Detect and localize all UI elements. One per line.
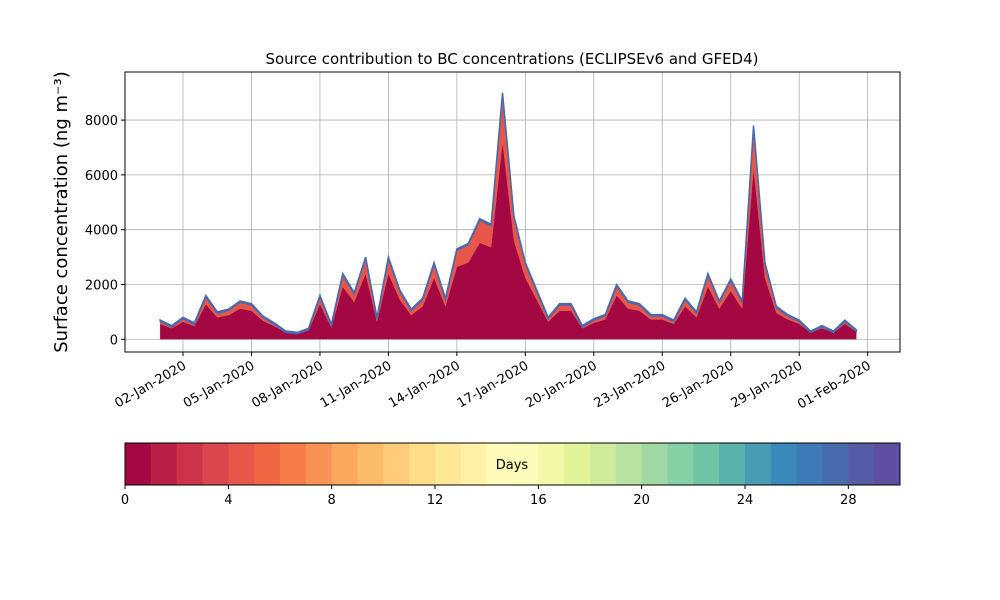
colorbar-cell xyxy=(202,443,229,485)
colorbar-cell xyxy=(693,443,720,485)
colorbar-cell xyxy=(745,443,772,485)
colorbar-label: Days xyxy=(496,458,529,473)
colorbar-cell xyxy=(254,443,281,485)
colorbar-cell xyxy=(667,443,694,485)
x-tick-label: 08-Jan-2020 xyxy=(249,358,326,411)
y-tick-label: 0 xyxy=(110,333,118,348)
colorbar-cell xyxy=(383,443,410,485)
y-tick-label: 8000 xyxy=(85,114,118,129)
colorbar-cell xyxy=(357,443,384,485)
x-tick-label: 11-Jan-2020 xyxy=(318,358,395,411)
y-tick-label: 2000 xyxy=(85,278,118,293)
colorbar-cell xyxy=(770,443,798,485)
chart-title: Source contribution to BC concentrations… xyxy=(265,50,758,68)
x-tick-label: 02-Jan-2020 xyxy=(112,358,189,411)
x-tick-label: 23-Jan-2020 xyxy=(592,358,669,411)
colorbar-cell xyxy=(538,443,565,485)
colorbar-cell xyxy=(615,443,643,485)
colorbar-cell xyxy=(590,443,617,485)
colorbar-tick-label: 28 xyxy=(840,493,857,508)
colorbar-cell xyxy=(822,443,849,485)
x-tick-label: 20-Jan-2020 xyxy=(523,358,600,411)
colorbar-cell xyxy=(331,443,358,485)
colorbar-cell xyxy=(564,443,591,485)
x-tick-label: 05-Jan-2020 xyxy=(181,358,258,411)
area xyxy=(159,92,858,335)
plot-frame xyxy=(124,71,901,353)
colorbar-tick-label: 24 xyxy=(737,493,754,508)
colorbar-cell xyxy=(719,443,746,485)
x-tick-label: 17-Jan-2020 xyxy=(455,358,532,411)
colorbar-cell xyxy=(305,443,333,485)
colorbar-cell xyxy=(228,443,255,485)
x-tick-label: 01-Feb-2020 xyxy=(795,358,874,412)
colorbar-cell xyxy=(486,443,513,485)
x-tick-label: 29-Jan-2020 xyxy=(729,358,806,411)
colorbar-cell xyxy=(125,443,152,485)
colorbar-cell xyxy=(848,443,875,485)
x-tick-label: 14-Jan-2020 xyxy=(386,358,463,411)
colorbar-cell xyxy=(796,443,823,485)
colorbar-tick-label: 16 xyxy=(530,493,547,508)
colorbar-tick-label: 8 xyxy=(328,493,336,508)
colorbar-cell xyxy=(641,443,668,485)
colorbar-cell xyxy=(435,443,462,485)
colorbar-cell xyxy=(150,443,178,485)
colorbar-cell xyxy=(409,443,436,485)
colorbar-frame xyxy=(124,442,901,486)
x-tick-label: 26-Jan-2020 xyxy=(660,358,737,411)
colorbar-tick-label: 0 xyxy=(121,493,129,508)
colorbar-tick-label: 12 xyxy=(427,493,444,508)
y-tick-label: 4000 xyxy=(85,224,118,239)
colorbar-tick-label: 20 xyxy=(633,493,650,508)
colorbar-cell xyxy=(512,443,539,485)
y-tick-label: 6000 xyxy=(85,169,118,184)
colorbar-cell xyxy=(874,443,901,485)
y-axis-label: Surface concentration (ng m⁻³) xyxy=(51,71,72,353)
colorbar-cell xyxy=(280,443,307,485)
colorbar-cell xyxy=(460,443,488,485)
colorbar-tick-label: 4 xyxy=(224,493,232,508)
colorbar-cell xyxy=(176,443,203,485)
